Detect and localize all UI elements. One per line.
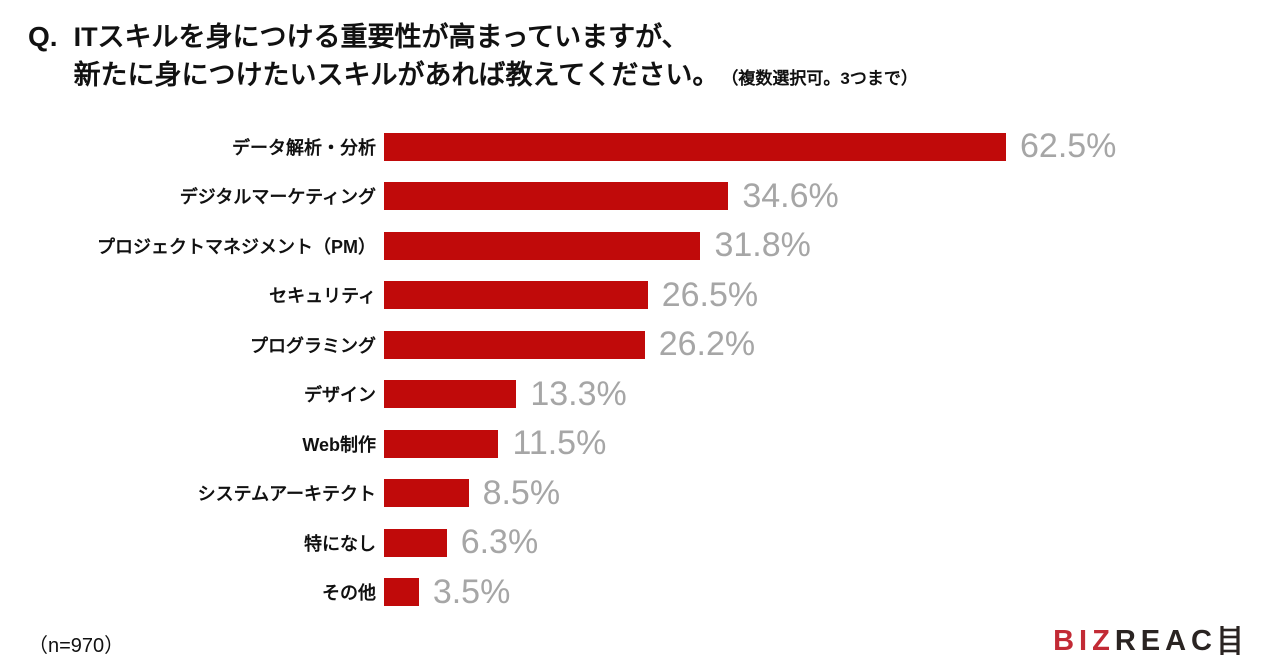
bar-track: 8.5% [384, 474, 1280, 513]
chart-row: プログラミング 26.2% [0, 320, 1280, 370]
question-note: （複数選択可。3つまで） [721, 69, 918, 88]
value-label: 62.5% [1020, 127, 1117, 166]
bar [384, 132, 1006, 161]
chart-row: デジタルマーケティング 34.6% [0, 172, 1280, 222]
bar-chart: データ解析・分析 62.5% デジタルマーケティング 34.6% プロジェクトマ… [0, 122, 1280, 617]
question-title: Q. ITスキルを身につける重要性が高まっていますが、 新たに身につけたいスキル… [28, 18, 918, 98]
category-label: その他 [322, 583, 376, 604]
bar [384, 528, 447, 557]
value-label: 26.5% [661, 275, 759, 314]
category-label: プログラミング [250, 335, 376, 356]
value-label: 31.8% [714, 226, 811, 265]
value-label: 13.3% [530, 374, 627, 413]
chart-row: Web制作 11.5% [0, 419, 1280, 469]
bar-track: 26.2% [384, 325, 1280, 364]
bar-track: 6.3% [384, 523, 1280, 562]
bar [384, 429, 499, 458]
chart-row: セキュリティ 26.5% [0, 271, 1280, 321]
category-label: デジタルマーケティング [179, 187, 376, 208]
chart-row: プロジェクトマネジメント（PM） 31.8% [0, 221, 1280, 271]
chart-row: 特になし 6.3% [0, 518, 1280, 568]
question-line2-text: 新たに身につけたいスキルがあれば教えてください。 [73, 60, 720, 90]
value-label: 3.5% [432, 572, 511, 611]
bar [384, 281, 648, 310]
bar-track: 3.5% [384, 573, 1280, 612]
bar-track: 11.5% [384, 424, 1280, 463]
bar-track: 34.6% [384, 177, 1280, 216]
category-label: 特になし [304, 533, 376, 554]
logo-text-red: BIZ [1053, 624, 1115, 657]
category-label: デザイン [304, 385, 376, 406]
category-label: セキュリティ [269, 286, 376, 307]
category-label: プロジェクトマネジメント（PM） [97, 236, 376, 257]
value-label: 6.3% [460, 523, 539, 562]
bar-track: 62.5% [384, 127, 1280, 166]
bar-track: 13.3% [384, 375, 1280, 414]
bar [384, 479, 469, 508]
chart-row: システムアーキテクト 8.5% [0, 469, 1280, 519]
category-label: データ解析・分析 [232, 137, 376, 158]
bar [384, 231, 701, 260]
logo-text-dark: REAC [1114, 624, 1217, 657]
category-label: Web制作 [302, 434, 376, 455]
bar [384, 182, 729, 211]
chart-row: デザイン 13.3% [0, 370, 1280, 420]
bizreach-logo: BIZ REAC [1053, 626, 1242, 656]
question-prefix: Q. [28, 21, 58, 52]
value-label: 11.5% [512, 424, 607, 463]
question-line1: ITスキルを身につける重要性が高まっていますが、 [73, 22, 689, 52]
bar [384, 330, 645, 359]
bar [384, 380, 517, 409]
value-label: 8.5% [482, 473, 561, 512]
ladder-h-icon [1220, 626, 1240, 655]
bar [384, 578, 419, 607]
chart-row: データ解析・分析 62.5% [0, 122, 1280, 172]
bar-track: 26.5% [384, 276, 1280, 315]
sample-size: （n=970） [28, 635, 125, 657]
question-line2: 新たに身につけたいスキルがあれば教えてください。 （複数選択可。3つまで） [74, 56, 918, 98]
value-label: 26.2% [658, 325, 756, 364]
category-label: システムアーキテクト [197, 484, 376, 505]
chart-row: その他 3.5% [0, 568, 1280, 618]
question-text: ITスキルを身につける重要性が高まっていますが、 新たに身につけたいスキルがあれ… [74, 18, 918, 98]
bar-track: 31.8% [384, 226, 1280, 265]
value-label: 34.6% [742, 176, 839, 215]
